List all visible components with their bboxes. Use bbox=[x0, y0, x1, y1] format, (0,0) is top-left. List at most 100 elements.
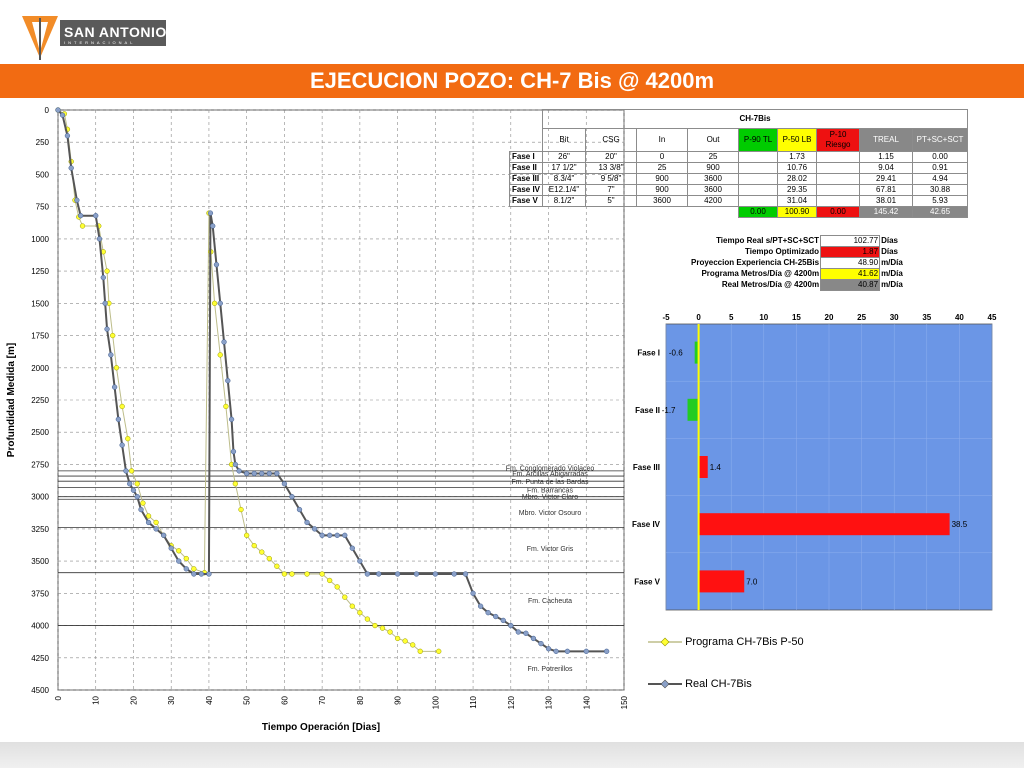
bar-x-tick-label: 0 bbox=[696, 313, 701, 322]
data-point bbox=[213, 262, 220, 268]
data-point bbox=[176, 548, 182, 554]
data-point bbox=[207, 210, 214, 216]
data-point bbox=[564, 648, 571, 654]
table-cell: 17 1/2" bbox=[542, 162, 587, 174]
table-cell: 1.15 bbox=[859, 151, 914, 163]
header-p50: P-50 LB bbox=[777, 128, 818, 152]
y-tick-label: 3750 bbox=[31, 589, 49, 598]
data-point bbox=[334, 584, 340, 590]
bar bbox=[694, 341, 699, 364]
y-tick-label: 3250 bbox=[31, 525, 49, 534]
summary-value: 1.87 bbox=[820, 246, 881, 258]
data-point bbox=[125, 436, 131, 442]
data-point bbox=[228, 416, 235, 422]
data-point bbox=[289, 494, 295, 500]
data-point bbox=[432, 571, 438, 577]
table-cell bbox=[816, 195, 861, 207]
table-cell: 900 bbox=[687, 162, 740, 174]
bar-x-tick-label: 45 bbox=[988, 313, 997, 322]
table-corner bbox=[510, 110, 543, 129]
data-point bbox=[134, 494, 140, 500]
table-cell: 7" bbox=[585, 184, 638, 196]
x-tick-label: 0 bbox=[54, 695, 63, 700]
depth-time-chart: 0 10 20 30 40 50 60 70 80 90 100 110 120 130 140 150025… bbox=[6, 106, 629, 733]
bar-category-label: Fase III bbox=[633, 463, 660, 472]
data-point bbox=[113, 365, 120, 371]
data-point bbox=[394, 571, 401, 577]
x-tick-label: 20 bbox=[129, 695, 138, 704]
row-label: Fase III bbox=[508, 173, 544, 185]
x-tick-label: 50 bbox=[243, 695, 252, 704]
logo-mark bbox=[22, 16, 166, 60]
table-cell: E12.1/4" bbox=[542, 184, 587, 196]
bar-x-tick-label: 35 bbox=[922, 313, 931, 322]
data-point bbox=[104, 326, 110, 332]
table-cell: 900 bbox=[636, 184, 689, 196]
x-tick-label: 140 bbox=[582, 695, 591, 709]
data-point bbox=[259, 470, 265, 477]
table-row: Fase III 8.3/4" 9 5/8" 900 3600 28.02 29.41 4.9… bbox=[508, 173, 969, 185]
bar-x-tick-label: 5 bbox=[729, 313, 734, 322]
bar-category-label: Fase V bbox=[634, 577, 660, 586]
y-tick-label: 1250 bbox=[31, 267, 49, 276]
bar-category-label: Fase I bbox=[637, 349, 660, 358]
x-tick-label: 80 bbox=[356, 695, 365, 704]
summary-label: Proyeccion Experiencia CH-25Bis bbox=[691, 258, 820, 267]
header-csg: CSG bbox=[585, 128, 638, 152]
phase-difference-chart: -5 0 5 10 15 20 25 30 35 40 45 Fase I -0.6 Fase II -1.… bbox=[632, 313, 997, 611]
data-point bbox=[161, 532, 167, 538]
table-cell: 25 bbox=[636, 162, 689, 174]
total-p50: 100.90 bbox=[777, 206, 818, 218]
formation-label: Fm. Arcillas Abigarradas bbox=[512, 471, 588, 478]
data-point bbox=[304, 519, 310, 526]
data-point bbox=[274, 470, 280, 477]
data-point bbox=[508, 622, 514, 629]
y-tick-label: 1750 bbox=[31, 332, 49, 341]
data-point bbox=[119, 442, 125, 448]
table-cell: 10.76 bbox=[777, 162, 818, 174]
bar-category-label: Fase II bbox=[635, 406, 660, 415]
header-bit: Bit bbox=[542, 128, 587, 152]
table-cell: 25 bbox=[687, 151, 740, 163]
y-tick-label: 3000 bbox=[31, 493, 49, 502]
data-point bbox=[211, 300, 218, 306]
data-point bbox=[259, 549, 265, 555]
data-point bbox=[244, 532, 250, 538]
summary-row: Tiempo Real s/PT+SC+SCT 102.77 Días bbox=[690, 235, 904, 247]
data-point bbox=[334, 532, 340, 538]
summary-value: 102.77 bbox=[820, 235, 881, 247]
formation-label: Fm. Punta de las Bardas bbox=[511, 479, 589, 486]
data-point bbox=[462, 571, 469, 577]
header-pt: PT+SC+SCT bbox=[912, 128, 969, 152]
total-pt: 42.65 bbox=[912, 206, 969, 218]
bar bbox=[698, 513, 950, 536]
data-point bbox=[304, 571, 310, 577]
legend-program-marker bbox=[648, 637, 682, 647]
data-point bbox=[153, 526, 159, 532]
data-point bbox=[266, 470, 272, 477]
data-point bbox=[145, 519, 152, 526]
data-point bbox=[319, 532, 325, 538]
data-point bbox=[130, 487, 137, 493]
data-point bbox=[603, 648, 610, 654]
bar-value-label: 7.0 bbox=[746, 577, 758, 586]
bar-category-label: Fase IV bbox=[632, 520, 661, 529]
data-point bbox=[500, 617, 506, 624]
x-tick-label: 10 bbox=[92, 695, 101, 704]
data-point bbox=[493, 613, 499, 620]
table-cell: 28.02 bbox=[777, 173, 818, 185]
data-point bbox=[357, 558, 363, 564]
y-tick-label: 250 bbox=[36, 138, 50, 147]
formation-label: Mbro. Victor Claro bbox=[522, 494, 578, 501]
data-point bbox=[417, 648, 423, 654]
summary-table: Tiempo Real s/PT+SC+SCT 102.77 Días Tiempo … bbox=[690, 235, 904, 291]
bar-x-tick-label: 40 bbox=[955, 313, 964, 322]
formation-label: Fm. Victor Gris bbox=[527, 546, 574, 553]
y-tick-label: 4250 bbox=[31, 654, 49, 663]
row-label: Fase IV bbox=[508, 184, 544, 196]
data-point bbox=[410, 642, 416, 648]
table-cell bbox=[816, 151, 861, 163]
data-point bbox=[232, 481, 238, 487]
data-point bbox=[59, 112, 66, 118]
formation-label: Fm. Barrancas bbox=[527, 488, 573, 495]
